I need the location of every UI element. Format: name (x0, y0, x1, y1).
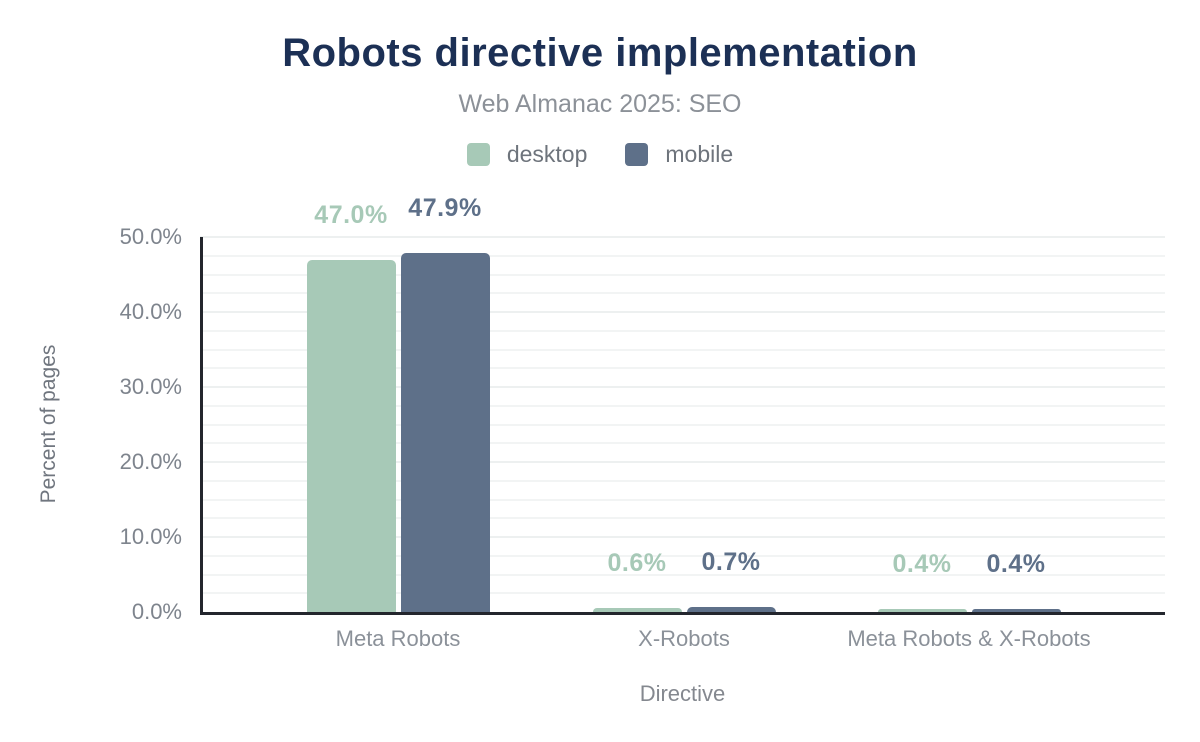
gridline (200, 329, 1165, 332)
gridline (200, 442, 1165, 445)
bar-mobile-meta-robots (400, 252, 490, 612)
value-label-desktop-meta-robots-x-robots: 0.4% (892, 550, 952, 578)
gridline (200, 273, 1165, 276)
plot-area: 47.0% 47.9% 0.6% 0.7% 0.4% 0.4% (200, 194, 1165, 615)
y-tick-label: 10.0% (119, 524, 182, 549)
legend-item-mobile: mobile (625, 141, 733, 168)
legend-label-mobile: mobile (665, 141, 734, 167)
y-tick-label: 0.0% (131, 599, 182, 624)
bar-mobile-x-robots (686, 606, 776, 612)
gridline (200, 254, 1165, 257)
x-tick-label-meta-robots: Meta Robots (335, 626, 461, 651)
x-axis-tick-labels: Meta Robots X-Robots Meta Robots & X-Robot… (200, 626, 1165, 654)
value-label-desktop-x-robots: 0.6% (607, 548, 667, 577)
x-axis-line (200, 612, 1165, 615)
gridline (200, 554, 1165, 557)
gridline (200, 367, 1165, 370)
y-axis-line (200, 237, 203, 615)
gridline (200, 311, 1165, 313)
bar-desktop-meta-robots-x-robots (877, 609, 967, 612)
value-label-mobile-meta-robots: 47.9% (408, 193, 482, 222)
gridline (200, 573, 1165, 576)
y-tick-label: 50.0% (119, 224, 182, 249)
chart-subtitle: Web Almanac 2025: SEO (458, 90, 742, 118)
gridline (200, 461, 1165, 463)
y-tick-label: 20.0% (119, 449, 182, 474)
value-label-mobile-x-robots: 0.7% (701, 547, 761, 576)
y-axis-title-text: Percent of pages (37, 344, 60, 504)
y-tick-label: 30.0% (119, 374, 182, 399)
legend-label-desktop: desktop (506, 141, 588, 167)
chart-title: Robots directive implementation (282, 31, 918, 75)
legend-item-desktop: desktop (466, 141, 588, 168)
gridline (200, 292, 1165, 295)
gridline (200, 348, 1165, 351)
gridline (200, 517, 1165, 520)
bar-mobile-meta-robots-x-robots (971, 609, 1061, 612)
gridline (200, 479, 1165, 482)
x-tick-label-x-robots: X-Robots (638, 626, 730, 651)
gridline (200, 404, 1165, 407)
gridline (200, 423, 1165, 426)
value-label-desktop-meta-robots: 47.0% (314, 200, 388, 229)
gridline (200, 386, 1165, 388)
x-axis-title: Directive (639, 681, 726, 706)
gridline (200, 236, 1165, 238)
gridline (200, 592, 1165, 595)
gridline (200, 536, 1165, 538)
gridline (200, 498, 1165, 501)
y-tick-label: 40.0% (119, 299, 182, 324)
y-axis-tick-labels: 0.0% 10.0% 20.0% 30.0% 40.0% 50.0% (0, 225, 192, 624)
x-tick-label-meta-robots-x-robots: Meta Robots & X-Robots (847, 626, 1091, 651)
value-label-mobile-meta-robots-x-robots: 0.4% (986, 550, 1046, 578)
bar-desktop-meta-robots (306, 259, 396, 612)
legend-swatch-mobile-icon (625, 143, 649, 166)
legend-swatch-desktop-icon (466, 143, 490, 166)
legend: desktop mobile (0, 141, 1200, 168)
bar-desktop-x-robots (592, 607, 682, 612)
